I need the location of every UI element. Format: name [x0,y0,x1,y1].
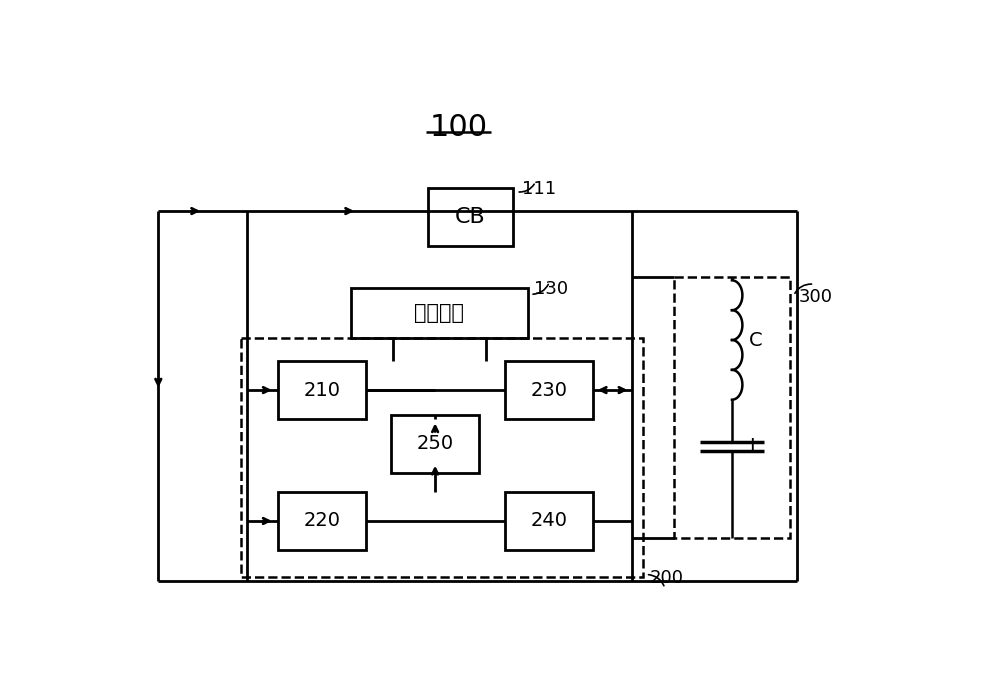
Text: 控制单元: 控制单元 [414,303,464,323]
Text: C: C [749,330,763,349]
Bar [674,276,790,538]
Bar [241,338,643,577]
Text: 210: 210 [303,381,340,400]
Text: 250: 250 [417,435,454,454]
Bar [505,492,593,550]
Bar [428,188,513,246]
Bar [278,492,366,550]
Text: 111: 111 [522,180,556,198]
Text: 240: 240 [531,512,568,531]
Text: 200: 200 [650,569,684,587]
Text: 300: 300 [799,288,833,306]
Text: 230: 230 [531,381,568,400]
Text: 220: 220 [303,512,340,531]
Text: 130: 130 [534,281,568,298]
Text: L: L [749,438,760,456]
Bar [391,415,479,473]
Text: CB: CB [455,206,486,227]
Bar [278,361,366,419]
Text: 100: 100 [430,113,488,142]
Bar [505,361,593,419]
Bar [351,288,528,338]
